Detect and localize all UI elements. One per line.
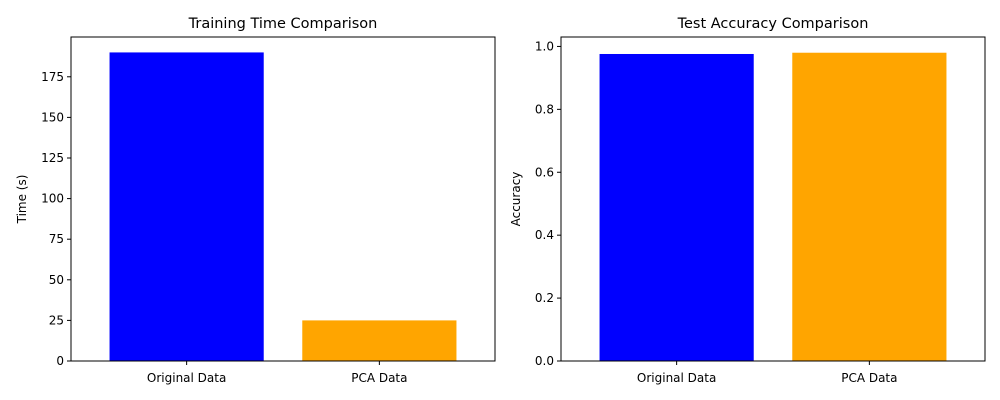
y-tick-label: 0.4 [535,228,554,242]
y-tick-label: 150 [41,110,64,124]
chart-title: Training Time Comparison [188,16,378,32]
y-axis-label: Time (s) [15,175,29,225]
training-time-chart: Training Time Comparison Time (s) 0 25 50 7… [15,16,496,385]
plot-area: 0.0 0.2 0.4 0.6 0.8 1.0 Original Data PCA Data [535,36,986,385]
x-tick-label: Original Data [637,371,716,385]
y-tick-label: 0.8 [535,102,554,116]
y-tick-label: 0 [56,354,64,368]
y-tick-label: 100 [41,192,64,206]
test-accuracy-chart: Test Accuracy Comparison Accuracy 0.0 0.2… [509,16,986,385]
bar [302,320,457,361]
y-tick-label: 1.0 [535,39,554,53]
chart-title: Test Accuracy Comparison [677,16,869,32]
x-tick-label: Original Data [147,371,226,385]
y-tick-label: 50 [49,273,64,287]
y-tick-label: 25 [49,313,64,327]
bar [792,52,947,362]
axes-frame [560,36,986,362]
y-tick-label: 125 [41,151,64,165]
bar [109,52,264,362]
y-tick-label: 0.0 [535,354,554,368]
plot-area: 0 25 50 75 100 125 150 175 Original Data PCA Data [41,36,496,385]
y-tick-label: 175 [41,70,64,84]
y-axis-label: Accuracy [509,172,523,227]
bar [599,53,754,361]
x-tick-label: PCA Data [351,371,407,385]
x-tick-label: PCA Data [841,371,897,385]
y-tick-label: 75 [49,232,64,246]
y-tick-label: 0.2 [535,291,554,305]
y-tick-label: 0.6 [535,165,554,179]
